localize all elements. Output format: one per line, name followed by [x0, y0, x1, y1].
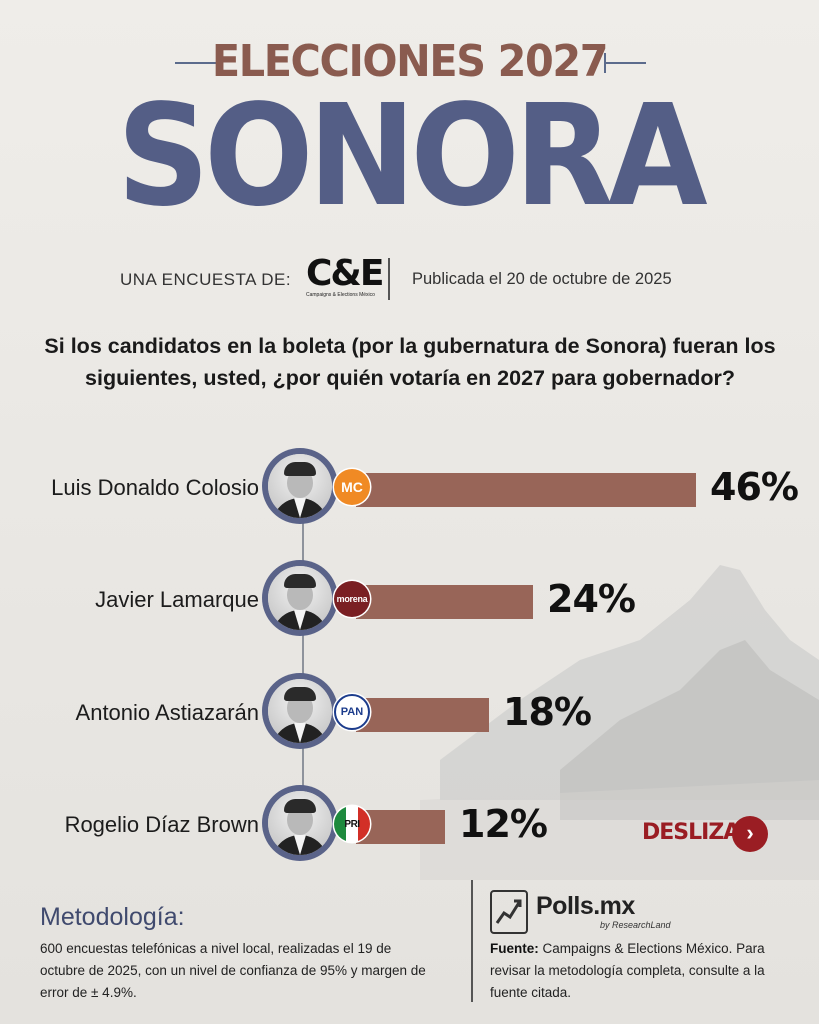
polls-brand: Polls.mx: [536, 892, 635, 920]
chart-row: Rogelio Díaz Brown PRI 12%: [0, 782, 819, 872]
title-rule-left: [175, 53, 217, 73]
candidate-photo: [268, 454, 332, 518]
party-logo-text: MC: [341, 479, 363, 495]
candidate-name: Rogelio Díaz Brown: [64, 812, 259, 837]
candidate-avatar: [262, 785, 338, 861]
title-sonora: SONORA: [116, 75, 708, 238]
data-label: 24%: [547, 577, 636, 621]
bar-mark: [356, 698, 489, 732]
data-label: 18%: [503, 690, 592, 734]
party-logo-text: morena: [336, 594, 368, 604]
candidate-avatar: [262, 560, 338, 636]
byline-label: UNA ENCUESTA DE:: [120, 270, 292, 289]
polls-chart-icon: [490, 890, 528, 934]
candidate-photo: [268, 566, 332, 630]
title-rule-right: [604, 53, 646, 73]
photo-hair: [284, 687, 316, 701]
photo-hair: [284, 462, 316, 476]
methodology-text: 600 encuestas telefónicas a nivel local,…: [40, 941, 426, 1000]
ce-logo-subtext: Campaigns & Elections México: [306, 292, 375, 298]
photo-hair: [284, 574, 316, 588]
candidate-avatar: [262, 673, 338, 749]
footer-divider: [471, 880, 473, 1002]
data-label: 46%: [710, 465, 799, 509]
movimiento-ciudadano-logo: MC: [334, 469, 370, 505]
swipe-label[interactable]: DESLIZA: [642, 820, 740, 845]
candidate-name: Javier Lamarque: [95, 587, 259, 612]
chart-row: Luis Donaldo Colosio MC 46%: [0, 445, 819, 535]
candidate-name: Antonio Astiazarán: [75, 700, 259, 725]
chart-connector-line: [302, 490, 304, 830]
data-label: 12%: [459, 802, 548, 846]
byline-divider: [388, 258, 390, 300]
candidate-photo: [268, 791, 332, 855]
chart-row: Antonio Astiazarán PAN 18%: [0, 670, 819, 760]
party-logo-text: PAN: [340, 706, 364, 718]
bar-mark: [356, 585, 533, 619]
survey-question: Si los candidatos en la boleta (por la g…: [44, 334, 776, 390]
chevron-right-icon[interactable]: ›: [732, 816, 768, 852]
pri-logo-text: PRI: [344, 818, 360, 830]
candidate-photo: [268, 679, 332, 743]
pri-stripe: [346, 806, 358, 842]
bar-mark: [356, 810, 445, 844]
pri-logo: PRI: [334, 806, 370, 842]
pri-stripe: [358, 806, 370, 842]
pan-logo: PAN: [334, 694, 370, 730]
published-date: Publicada el 20 de octubre de 2025: [412, 270, 672, 288]
candidate-name: Luis Donaldo Colosio: [51, 475, 259, 500]
photo-hair: [284, 799, 316, 813]
morena-logo: morena: [334, 581, 370, 617]
title-elecciones: ELECCIONES 2027: [211, 36, 609, 87]
pri-stripe: [334, 806, 346, 842]
methodology-title: Metodología:: [40, 903, 185, 931]
byline: UNA ENCUESTA DE: C&E Campaigns & Electio…: [0, 256, 819, 306]
bar-mark: [356, 473, 696, 507]
chart-row: Javier Lamarque morena 24%: [0, 557, 819, 647]
polls-logo: Polls.mx by ResearchLand: [490, 888, 690, 938]
source-label: Fuente:: [490, 941, 539, 956]
source-text: Campaigns & Elections México. Para revis…: [490, 941, 765, 1000]
polls-brand-sub: by ResearchLand: [600, 920, 671, 930]
header-title-top: ELECCIONES 2027: [0, 32, 819, 92]
source-note: Fuente: Campaigns & Elections México. Pa…: [490, 938, 790, 1004]
candidate-avatar: [262, 448, 338, 524]
